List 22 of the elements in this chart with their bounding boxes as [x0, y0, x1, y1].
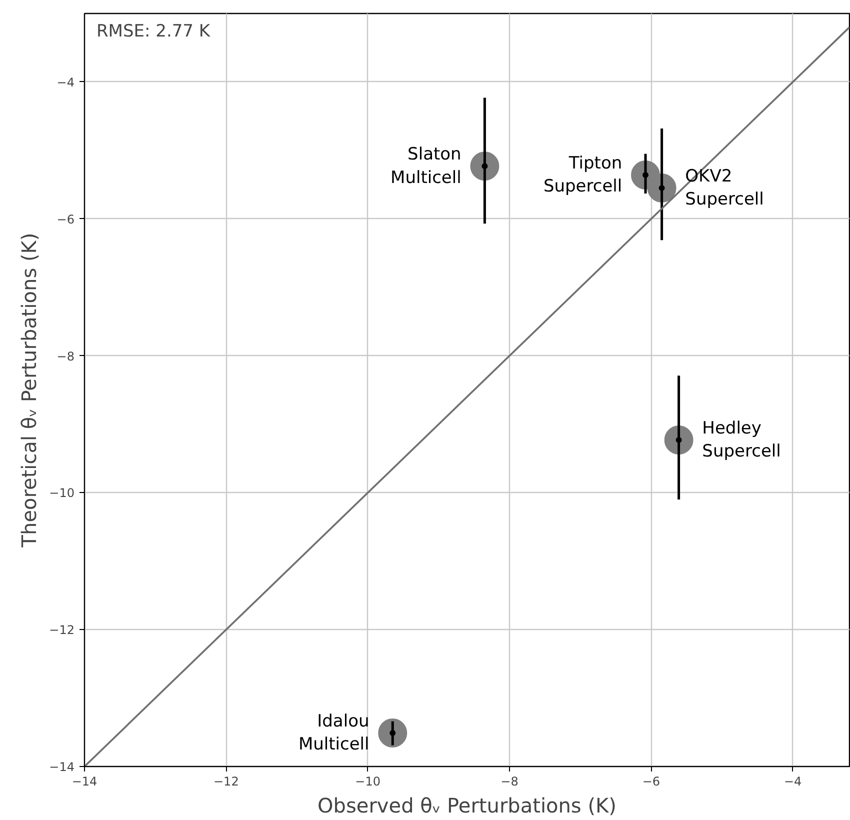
annotation: Hedley Supercell [702, 418, 781, 462]
y-tick-label: −14 [49, 760, 75, 774]
x-axis-title: Observed θᵥ Perturbations (K) [318, 794, 616, 818]
x-tick-label: −4 [784, 774, 802, 788]
point [470, 152, 500, 181]
y-axis-title: Theoretical θᵥ Perturbations (K) [17, 232, 42, 548]
y-tick-label: −6 [56, 212, 75, 226]
x-tick-label: −6 [642, 774, 660, 788]
x-tick-label: −14 [72, 774, 98, 788]
point [378, 718, 408, 748]
y-tick-label: −10 [49, 486, 75, 500]
y-tick-label: −8 [56, 349, 75, 364]
annotation: RMSE: 2.77 K [96, 22, 211, 42]
y-tick-label: −4 [56, 75, 75, 90]
annotation: Slaton Multicell [390, 144, 462, 188]
annotation: Idalou Multicell [298, 711, 370, 755]
y-tick-label: −12 [49, 623, 75, 638]
x-tick-label: −8 [500, 774, 518, 788]
x-tick-label: −10 [355, 774, 380, 788]
point [664, 426, 694, 454]
annotation: Tipton Supercell [543, 153, 622, 197]
x-tick-label: −12 [214, 774, 239, 788]
